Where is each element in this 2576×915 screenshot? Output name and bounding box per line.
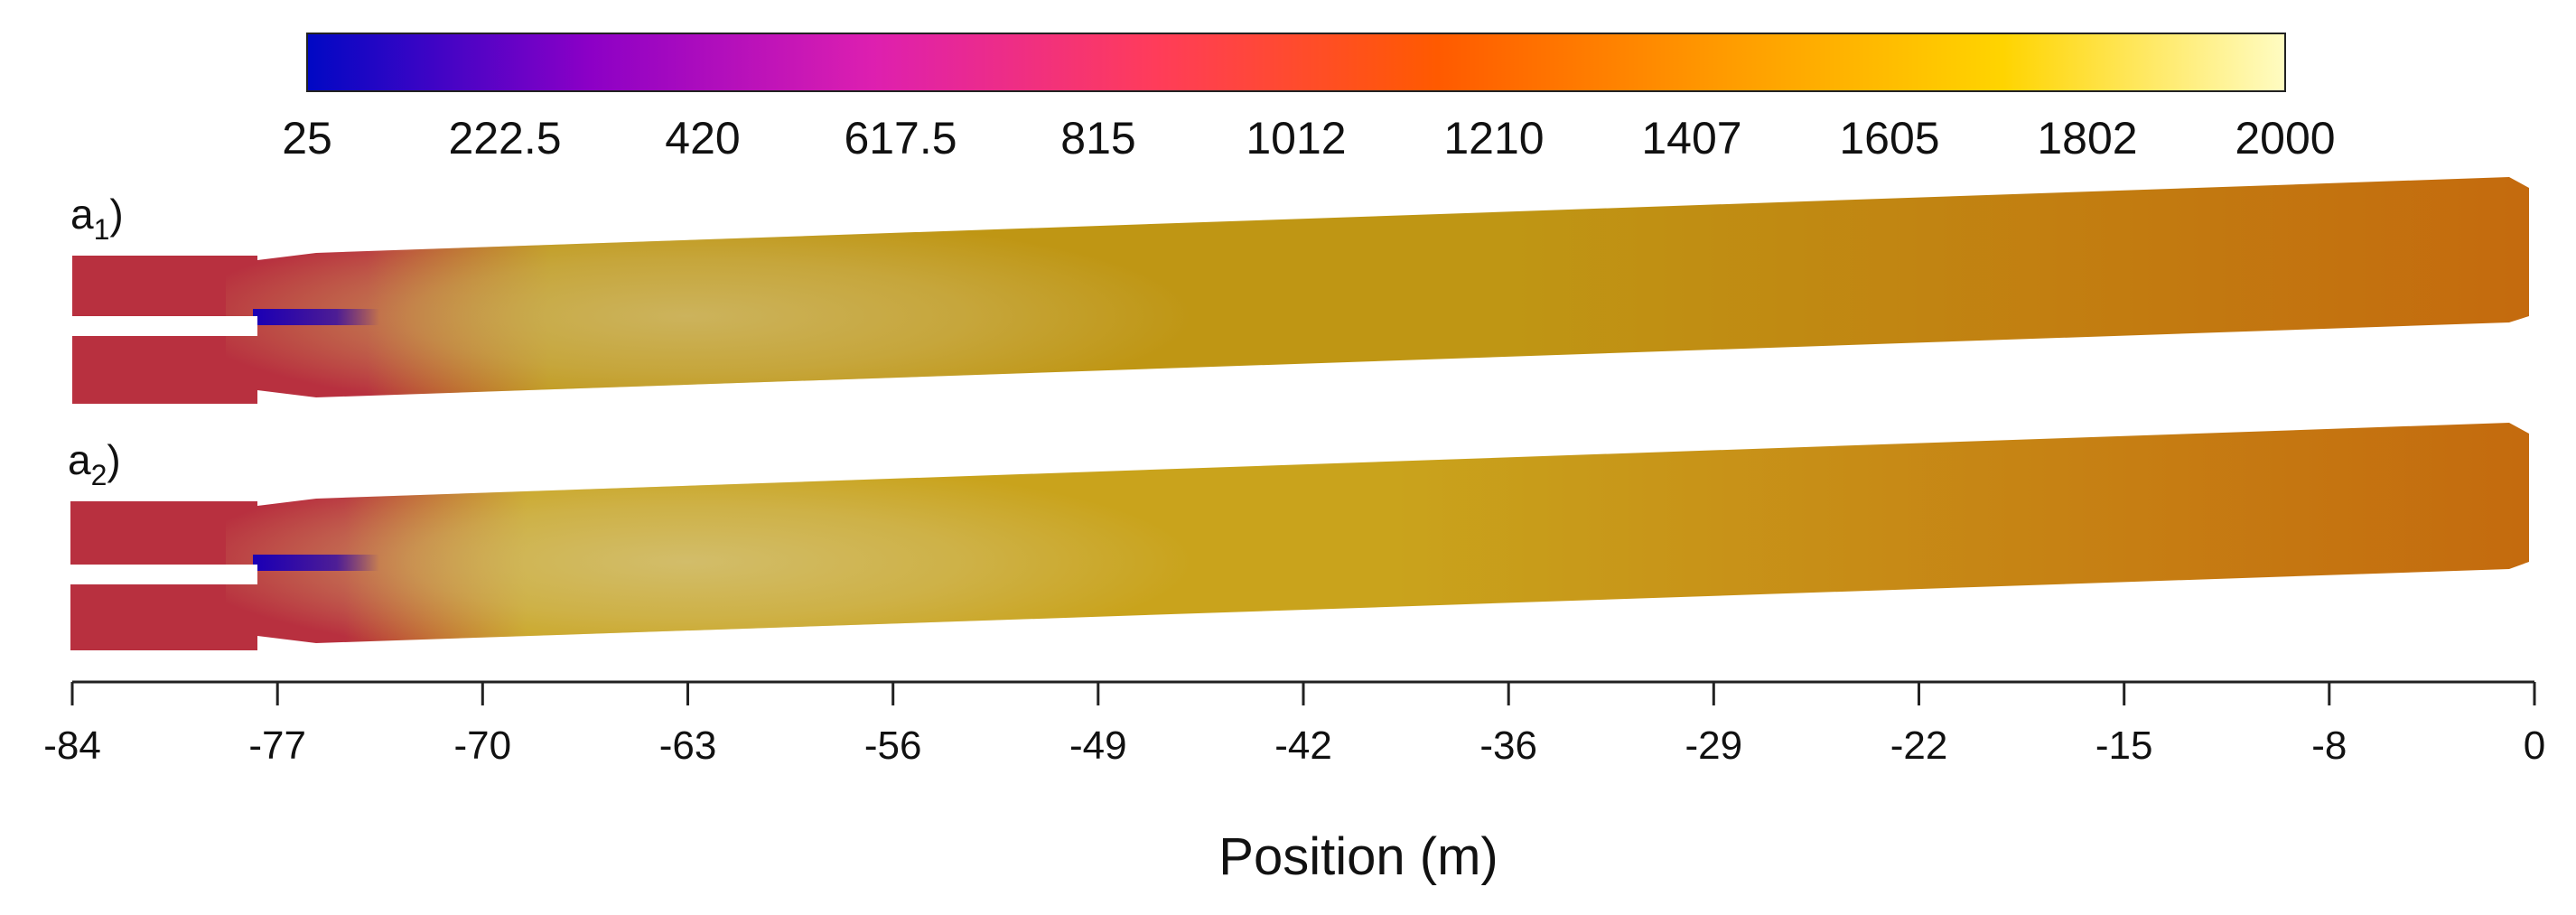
x-axis-tick-label: -15	[2095, 724, 2153, 768]
x-axis: -84 -77 -70 -63 -56 -49 -42 -36 -29 -22 -15 -8 0 Pos…	[43, 680, 2545, 886]
panel-a1-inlet-gap	[54, 316, 257, 336]
x-axis-tick-label: -84	[43, 724, 101, 768]
panel-a1-label: a1)	[70, 191, 124, 246]
x-axis-tick-label: -22	[1890, 724, 1948, 768]
x-axis-tick-label: -77	[248, 724, 306, 768]
colorbar-tick-label: 1210	[1443, 113, 1544, 163]
x-axis-tick-label: -70	[454, 724, 512, 768]
x-axis-tick-label: 0	[2524, 724, 2545, 768]
panel-a2-label: a2)	[68, 436, 121, 491]
colorbar-tick-label: 1012	[1246, 113, 1346, 163]
x-axis-tick-label: -8	[2311, 724, 2347, 768]
x-axis-tick-label: -42	[1274, 724, 1332, 768]
x-axis-tick-label: -29	[1685, 724, 1743, 768]
colorbar-tick-label: 1802	[2037, 113, 2137, 163]
colorbar-tick-label: 420	[665, 113, 740, 163]
panel-a2-inlet-gap	[54, 565, 257, 584]
colorbar-tick-label: 2000	[2235, 113, 2335, 163]
x-axis-tick-label: -63	[659, 724, 717, 768]
colorbar-tick-label: 25	[282, 113, 332, 163]
x-axis-ticks: -84 -77 -70 -63 -56 -49 -42 -36 -29 -22 -15 -8 0	[43, 682, 2545, 768]
colorbar-tick-label: 617.5	[844, 113, 957, 163]
colorbar: 25 222.5 420 617.5 815 1012 1210 1407 1605 1802 20…	[282, 33, 2336, 163]
colorbar-bar	[306, 33, 2286, 92]
panel-a1: a1)	[54, 177, 2529, 404]
colorbar-tick-label: 1605	[1839, 113, 1939, 163]
colorbar-tick-label: 815	[1060, 113, 1135, 163]
panel-a1-field	[72, 177, 2529, 404]
colorbar-tick-label: 1407	[1641, 113, 1741, 163]
colorbar-tick-labels: 25 222.5 420 617.5 815 1012 1210 1407 1605 1802 20…	[282, 113, 2335, 163]
panel-a2-field	[70, 423, 2529, 650]
panel-a2: a2)	[54, 423, 2529, 650]
x-axis-tick-label: -56	[864, 724, 922, 768]
x-axis-tick-label: -36	[1479, 724, 1537, 768]
x-axis-tick-label: -49	[1069, 724, 1127, 768]
colorbar-tick-label: 222.5	[448, 113, 561, 163]
x-axis-title: Position (m)	[1218, 827, 1498, 886]
